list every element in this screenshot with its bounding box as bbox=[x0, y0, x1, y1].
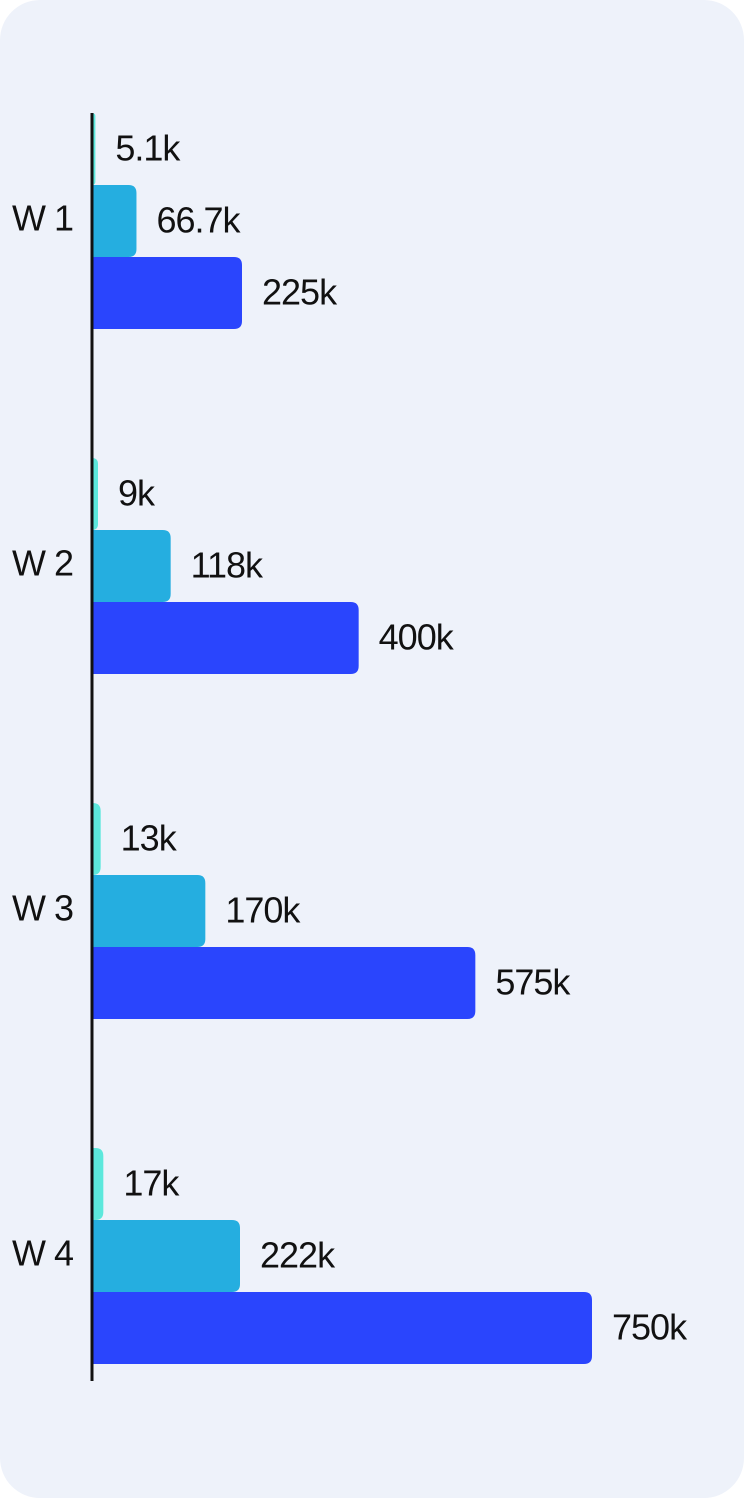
bar bbox=[92, 875, 206, 947]
value-label: 13k bbox=[121, 818, 178, 859]
value-label: 750k bbox=[612, 1307, 688, 1348]
value-label: 118k bbox=[191, 545, 264, 586]
y-tick-label: W 3 bbox=[12, 888, 73, 929]
value-label: 575k bbox=[495, 962, 571, 1003]
bar bbox=[92, 257, 242, 329]
y-tick-label: W 2 bbox=[12, 543, 73, 584]
value-label: 9k bbox=[118, 473, 156, 514]
y-tick-label: W 4 bbox=[12, 1233, 73, 1274]
value-label: 400k bbox=[379, 617, 455, 658]
bar bbox=[92, 185, 137, 257]
bar bbox=[92, 803, 101, 875]
bar bbox=[92, 1220, 240, 1292]
value-label: 222k bbox=[260, 1235, 336, 1276]
y-tick-label: W 1 bbox=[12, 198, 73, 239]
value-label: 5.1k bbox=[115, 128, 181, 169]
value-label: 170k bbox=[225, 890, 301, 931]
bar bbox=[92, 1292, 592, 1364]
value-label: 225k bbox=[262, 272, 338, 313]
bar bbox=[92, 947, 476, 1019]
value-label: 17k bbox=[123, 1163, 180, 1204]
bar bbox=[92, 530, 171, 602]
bar bbox=[92, 1148, 104, 1220]
value-label: 66.7k bbox=[156, 200, 241, 241]
bar bbox=[92, 602, 359, 674]
